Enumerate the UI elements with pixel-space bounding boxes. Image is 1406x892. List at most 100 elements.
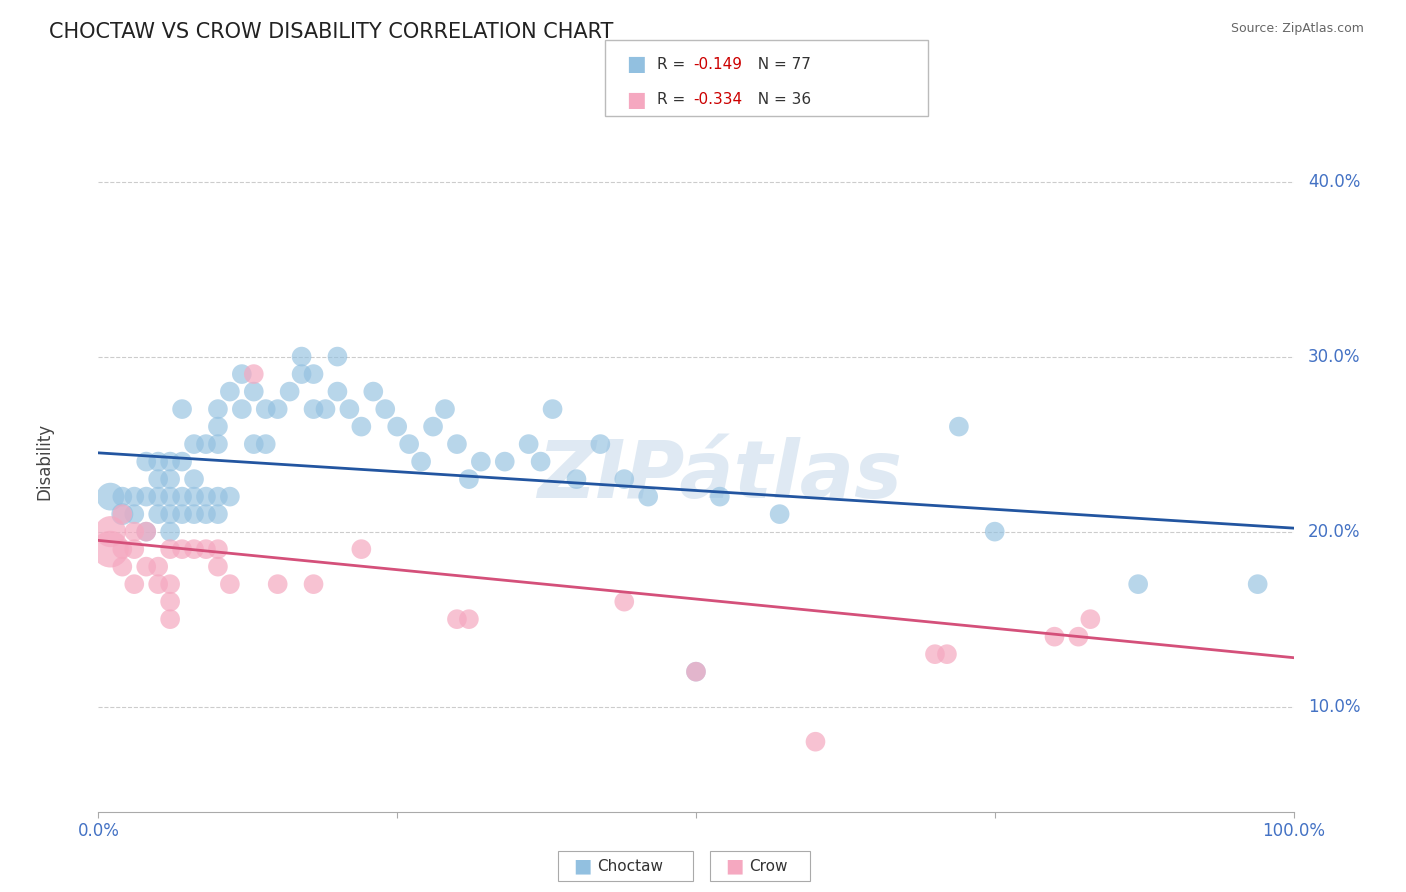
Point	[183, 472, 205, 486]
Point	[1128, 577, 1150, 591]
Point	[148, 507, 170, 521]
Point	[195, 490, 218, 504]
Text: 20.0%: 20.0%	[1308, 523, 1361, 541]
Point	[135, 455, 157, 469]
Point	[135, 490, 157, 504]
Point	[159, 507, 181, 521]
Point	[111, 507, 134, 521]
Point	[207, 507, 229, 521]
Point	[984, 524, 1007, 539]
Point	[207, 490, 229, 504]
Point	[278, 384, 301, 399]
Point	[135, 524, 157, 539]
Point	[1247, 577, 1270, 591]
Point	[446, 437, 468, 451]
Point	[1067, 630, 1090, 644]
Point	[565, 472, 588, 486]
Text: ■: ■	[626, 90, 645, 110]
Point	[326, 384, 349, 399]
Point	[159, 524, 181, 539]
Point	[159, 612, 181, 626]
Point	[350, 542, 373, 557]
Point	[302, 402, 325, 417]
Point	[374, 402, 396, 417]
Text: N = 36: N = 36	[748, 93, 811, 107]
Point	[135, 559, 157, 574]
Point	[219, 577, 242, 591]
Point	[207, 402, 229, 417]
Point	[326, 350, 349, 364]
Text: Disability: Disability	[35, 423, 53, 500]
Point	[350, 419, 373, 434]
Text: -0.149: -0.149	[693, 57, 742, 71]
Point	[159, 594, 181, 608]
Point	[124, 542, 146, 557]
Point	[411, 455, 433, 469]
Point	[172, 455, 194, 469]
Text: Crow: Crow	[749, 859, 787, 873]
Text: R =: R =	[657, 93, 690, 107]
Point	[124, 524, 146, 539]
Point	[291, 367, 314, 381]
Point	[243, 384, 266, 399]
Point	[183, 542, 205, 557]
Point	[98, 524, 122, 539]
Text: 10.0%: 10.0%	[1308, 698, 1361, 715]
Point	[159, 490, 181, 504]
Point	[219, 384, 242, 399]
Point	[267, 402, 290, 417]
Text: ■: ■	[626, 54, 645, 74]
Point	[148, 472, 170, 486]
Point	[124, 577, 146, 591]
Point	[124, 507, 146, 521]
Point	[207, 559, 229, 574]
Point	[183, 490, 205, 504]
Point	[494, 455, 516, 469]
Point	[924, 647, 946, 661]
Point	[339, 402, 361, 417]
Point	[385, 419, 409, 434]
Point	[183, 437, 205, 451]
Point	[470, 455, 492, 469]
Point	[172, 507, 194, 521]
Point	[111, 542, 134, 557]
Point	[111, 559, 134, 574]
Point	[254, 437, 277, 451]
Point	[243, 367, 266, 381]
Point	[458, 612, 481, 626]
Point	[709, 490, 731, 504]
Point	[1043, 630, 1066, 644]
Point	[148, 455, 170, 469]
Point	[159, 455, 181, 469]
Point	[124, 490, 146, 504]
Point	[936, 647, 959, 661]
Point	[422, 419, 444, 434]
Point	[804, 735, 827, 749]
Point	[148, 559, 170, 574]
Point	[98, 542, 122, 557]
Point	[195, 507, 218, 521]
Point	[302, 367, 325, 381]
Point	[231, 367, 253, 381]
Point	[219, 490, 242, 504]
Text: ZIPátlas: ZIPátlas	[537, 436, 903, 515]
Point	[195, 542, 218, 557]
Text: 30.0%: 30.0%	[1308, 348, 1361, 366]
Point	[685, 665, 707, 679]
Point	[685, 665, 707, 679]
Point	[172, 542, 194, 557]
Point	[159, 542, 181, 557]
Text: N = 77: N = 77	[748, 57, 811, 71]
Point	[207, 419, 229, 434]
Text: R =: R =	[657, 57, 690, 71]
Point	[111, 507, 134, 521]
Text: -0.334: -0.334	[693, 93, 742, 107]
Point	[446, 612, 468, 626]
Point	[243, 437, 266, 451]
Text: ■: ■	[725, 856, 744, 876]
Point	[637, 490, 659, 504]
Point	[948, 419, 970, 434]
Point	[291, 350, 314, 364]
Point	[195, 437, 218, 451]
Point	[458, 472, 481, 486]
